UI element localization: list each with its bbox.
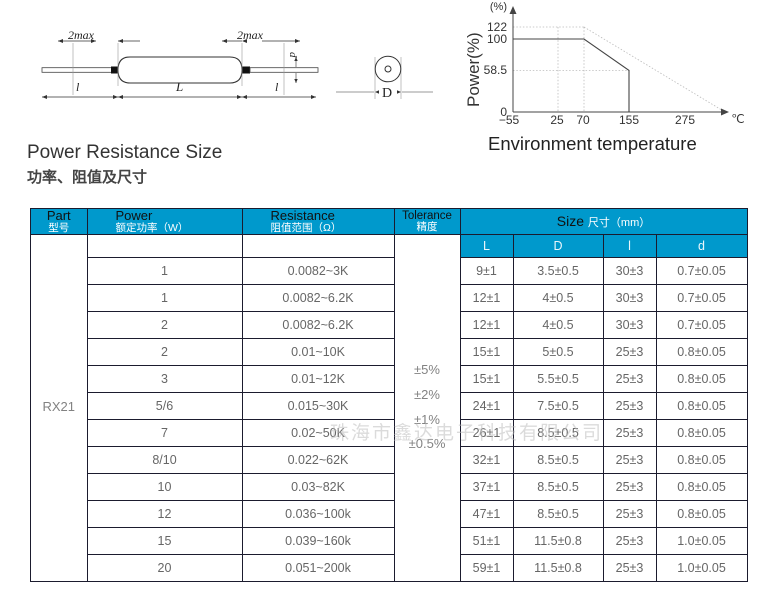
svg-text:(%): (%) xyxy=(490,1,507,13)
svg-text:l: l xyxy=(76,80,80,94)
svg-text:d: d xyxy=(287,52,299,58)
svg-text:155: 155 xyxy=(619,113,639,127)
svg-text:l: l xyxy=(275,80,279,94)
svg-text:100: 100 xyxy=(487,32,507,46)
svg-text:70: 70 xyxy=(576,113,590,127)
svg-text:Environment temperature: Environment temperature xyxy=(488,133,697,154)
svg-text:Power(%): Power(%) xyxy=(464,32,483,107)
svg-text:25: 25 xyxy=(550,113,564,127)
svg-text:L: L xyxy=(175,79,183,94)
svg-text:58.5: 58.5 xyxy=(484,63,508,77)
svg-text:D: D xyxy=(382,86,392,101)
svg-text:2max: 2max xyxy=(68,28,95,42)
svg-text:−55: −55 xyxy=(499,113,520,127)
svg-text:℃: ℃ xyxy=(731,112,744,126)
svg-text:275: 275 xyxy=(675,113,695,127)
svg-text:2max: 2max xyxy=(237,28,264,42)
